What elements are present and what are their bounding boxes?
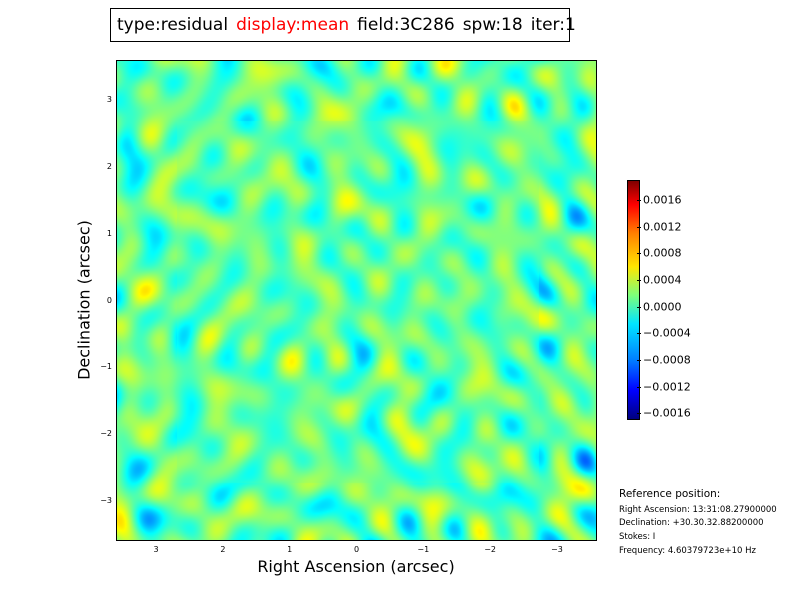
reference-frequency: Frequency: 4.60379723e+10 Hz [619,545,756,556]
reference-stokes: Stokes: I [619,531,656,542]
reference-ra: Right Ascension: 13:31:08.27900000 [619,504,777,515]
colorbar-tick-mark [637,360,641,361]
colorbar-tick-label: −0.0004 [643,326,691,340]
colorbar-tick-mark [637,200,641,201]
y-tick-label: 1 [106,228,112,238]
x-tick-label: 0 [353,545,360,554]
y-tick-label: 2 [106,161,112,171]
y-axis-label: Declination (arcsec) [74,220,94,380]
y-tick-label: −2 [100,429,112,439]
x-tick-label: −1 [417,545,430,554]
x-tick-label: 3 [153,545,159,554]
colorbar-tick-label: 0.0012 [643,220,682,234]
colorbar-tick-mark [637,306,641,308]
title-type: type:residual [117,15,229,35]
colorbar-tick-mark [637,280,641,281]
residual-heatmap[interactable] [117,61,596,540]
colorbar-tick-mark [637,386,641,388]
plot-title-box: type:residual display:mean field:3C286 s… [110,8,576,42]
colorbar-tick-mark [637,413,641,415]
y-tick-label: −1 [100,362,112,372]
reference-dec: Declination: +30.30.32.88200000 [619,518,764,529]
y-tick-label: 0 [106,295,112,305]
reference-heading: Reference position: [619,488,721,500]
colorbar-tick-mark [637,333,641,335]
y-tick-label: 3 [106,95,112,105]
x-tick-label: −2 [484,545,497,554]
title-spw: spw:18 [462,15,523,35]
colorbar-tick-mark [637,253,641,255]
x-tick-label: 1 [287,545,293,554]
colorbar-tick-label: 0.0016 [643,193,682,207]
colorbar-tick-label: 0.0004 [643,273,682,287]
colorbar-tick-label: 0.0000 [643,300,682,314]
x-axis-label: Right Ascension (arcsec) [257,557,455,576]
title-field: field:3C286 [357,15,455,35]
x-tick-label: −3 [551,545,563,554]
residual-image-frame[interactable] [116,60,597,541]
colorbar-tick-label: −0.0008 [643,353,691,367]
reference-info: Reference position: Right Ascension: 13:… [619,486,797,558]
title-iter: iter:1 [530,15,576,35]
title-display: display:mean [236,15,350,35]
x-tick-label: 2 [220,545,226,554]
y-tick-label: −3 [100,495,112,505]
colorbar-tick-label: −0.0016 [643,406,691,420]
colorbar-tick-label: 0.0008 [643,246,682,260]
colorbar-tick-label: −0.0012 [643,380,691,394]
colorbar-tick-mark [637,226,641,228]
colorbar [627,180,640,420]
